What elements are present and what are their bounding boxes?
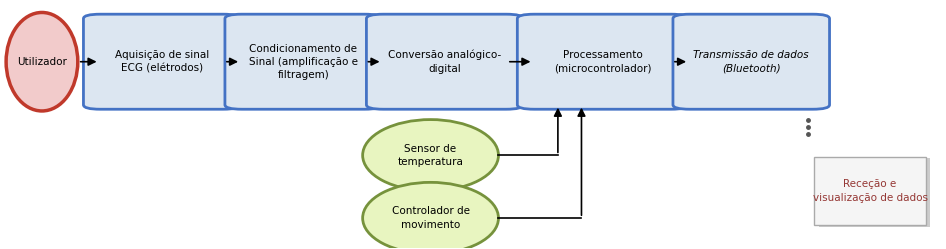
Text: Receção e
visualização de dados: Receção e visualização de dados bbox=[813, 179, 928, 203]
FancyBboxPatch shape bbox=[225, 14, 381, 109]
FancyBboxPatch shape bbox=[83, 14, 240, 109]
FancyBboxPatch shape bbox=[673, 14, 830, 109]
FancyBboxPatch shape bbox=[517, 14, 688, 109]
Text: Processamento
(microcontrolador): Processamento (microcontrolador) bbox=[554, 50, 652, 73]
Ellipse shape bbox=[6, 12, 78, 111]
Ellipse shape bbox=[362, 182, 499, 249]
FancyBboxPatch shape bbox=[815, 157, 926, 225]
Text: Aquisição de sinal
ECG (elétrodos): Aquisição de sinal ECG (elétrodos) bbox=[114, 50, 209, 73]
Text: Sensor de
temperatura: Sensor de temperatura bbox=[397, 144, 464, 167]
FancyBboxPatch shape bbox=[819, 158, 931, 227]
Text: Transmissão de dados
(Bluetooth): Transmissão de dados (Bluetooth) bbox=[693, 50, 809, 73]
Text: Utilizador: Utilizador bbox=[17, 57, 67, 67]
Text: Condicionamento de
Sinal (amplificação e
filtragem): Condicionamento de Sinal (amplificação e… bbox=[249, 44, 358, 80]
FancyBboxPatch shape bbox=[366, 14, 523, 109]
Text: Conversão analógico-
digital: Conversão analógico- digital bbox=[388, 50, 501, 73]
Text: Controlador de
movimento: Controlador de movimento bbox=[392, 206, 469, 230]
Ellipse shape bbox=[362, 120, 499, 191]
